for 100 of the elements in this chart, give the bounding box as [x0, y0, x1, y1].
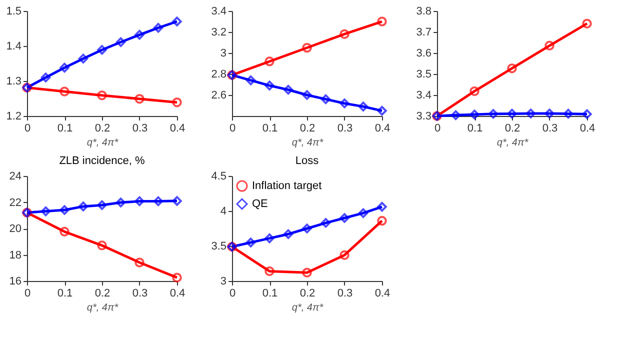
x-axis-title: q*, 4π* [292, 302, 324, 314]
point [358, 208, 368, 218]
point [320, 94, 331, 104]
x-tick-label: 0.3 [337, 122, 353, 134]
x-tick-label: 0 [434, 122, 441, 134]
point [450, 110, 461, 120]
point [507, 108, 517, 119]
point [134, 196, 144, 206]
x-tick-label: 0.3 [542, 122, 558, 134]
x-tick-label: 0.1 [262, 122, 278, 134]
point [507, 63, 517, 74]
point [116, 37, 126, 48]
x-tick-label: 0.2 [300, 122, 316, 134]
x-tick-label: 0.1 [57, 288, 73, 300]
point [377, 202, 387, 212]
legend-label: QE [252, 198, 268, 210]
point [153, 196, 164, 206]
y-tick-label: 3.7 [416, 26, 432, 38]
point [563, 108, 574, 119]
y-tick-label: 2.6 [211, 90, 226, 102]
point [302, 42, 312, 53]
x-tick-label: 0.4 [374, 288, 390, 300]
y-tick-label: 1.5 [6, 6, 22, 18]
y-tick-label: 16 [9, 276, 22, 288]
y-tick-label: 2.8 [211, 68, 226, 80]
x-tick-label: 0.3 [132, 122, 148, 134]
y-tick-label: 1.2 [6, 110, 22, 122]
y-tick-label: 18 [9, 249, 22, 262]
point [78, 202, 88, 212]
point [97, 90, 107, 100]
point [172, 16, 182, 26]
x-tick-label: 0 [229, 122, 236, 134]
x-tick-label: 0.2 [300, 288, 316, 300]
point [134, 94, 144, 104]
y-tick-label: 3.6 [416, 48, 432, 60]
x-axis-title: q*, 4π* [86, 302, 120, 314]
y-tick-label: 4.5 [211, 170, 226, 182]
point [60, 205, 70, 215]
point [97, 44, 107, 55]
x-axis-title: q*, 4π* [86, 138, 120, 148]
x-axis-title: q*, 4π* [292, 138, 324, 148]
y-tick-label: 3.5 [211, 240, 226, 252]
x-axis-title: q*, 4π* [496, 138, 530, 148]
point [302, 268, 312, 278]
point [582, 109, 592, 119]
point [320, 218, 331, 228]
point [60, 86, 70, 96]
y-tick-label: 24 [9, 170, 22, 182]
point [264, 80, 274, 90]
x-tick-label: 0.4 [374, 122, 390, 134]
x-tick-label: 0.4 [170, 122, 186, 134]
y-tick-label: 3.5 [416, 68, 432, 80]
y-tick-label: 1.4 [6, 40, 22, 52]
point [134, 258, 144, 268]
y-tick-label: 3.2 [211, 26, 226, 38]
point [340, 250, 350, 260]
x-tick-label: 0.2 [504, 122, 520, 134]
x-tick-label: 0.3 [337, 288, 353, 300]
point [544, 108, 554, 118]
x-tick-label: 0.1 [262, 288, 278, 300]
y-tick-label: 3 [220, 276, 226, 288]
y-tick-label: 3.8 [416, 6, 432, 18]
chart-title: ZLB incidence, % [59, 155, 146, 167]
point [116, 198, 126, 208]
point [264, 266, 274, 276]
point [264, 233, 274, 244]
point [60, 226, 70, 237]
x-tick-label: 0 [24, 288, 31, 300]
point [40, 206, 51, 216]
y-tick-label: 3 [220, 48, 226, 60]
point [340, 29, 350, 39]
y-tick-label: 4 [220, 206, 226, 218]
y-tick-label: 22 [9, 196, 22, 209]
point [302, 90, 312, 100]
y-tick-label: 3.3 [416, 110, 432, 122]
point [470, 110, 480, 120]
point [470, 86, 480, 96]
y-tick-label: 3.4 [416, 90, 432, 102]
x-tick-label: 0.1 [467, 122, 483, 134]
point [246, 238, 256, 248]
point [153, 22, 164, 33]
point [246, 75, 256, 86]
point [60, 62, 70, 73]
x-tick-label: 0.2 [94, 122, 110, 134]
point [283, 229, 294, 239]
point [544, 40, 554, 51]
point [488, 109, 498, 119]
y-tick-label: 1.3 [6, 76, 22, 88]
point [40, 72, 51, 82]
point [340, 98, 350, 108]
x-tick-label: 0.4 [170, 288, 186, 300]
point [302, 224, 312, 234]
x-tick-label: 0.1 [57, 122, 73, 134]
point [264, 56, 274, 66]
x-tick-label: 0 [24, 122, 31, 134]
x-tick-label: 0.2 [94, 288, 110, 300]
point [358, 102, 368, 112]
y-tick-label: 20 [9, 223, 22, 235]
x-tick-label: 0.3 [132, 288, 148, 300]
x-tick-label: 0 [229, 288, 236, 300]
